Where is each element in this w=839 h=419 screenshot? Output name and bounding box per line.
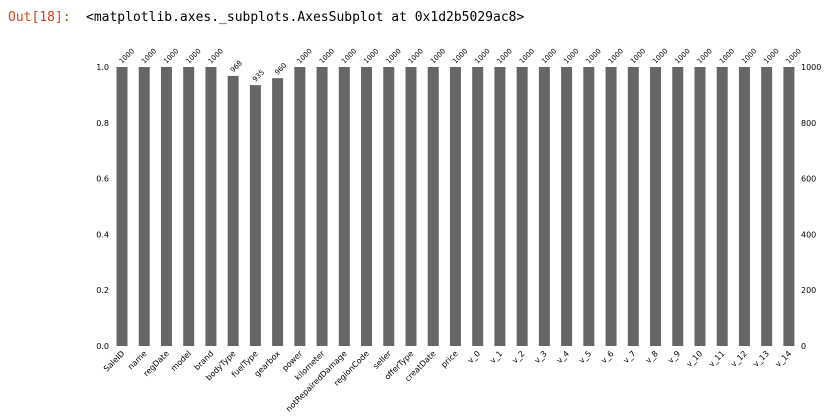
category-label: v_3 — [533, 349, 549, 365]
bar — [738, 67, 750, 346]
y-tick-right: 600 — [801, 175, 816, 184]
count-label: 1000 — [740, 47, 758, 65]
category-label: model — [169, 349, 193, 373]
bar — [716, 67, 728, 346]
count-label: 1000 — [496, 47, 514, 65]
bar — [138, 67, 150, 346]
category-label: v_6 — [599, 349, 615, 365]
bar — [249, 85, 261, 346]
bar — [183, 67, 195, 346]
bar — [516, 67, 528, 346]
category-label: v_12 — [729, 349, 749, 369]
y-tick-left: 0.4 — [96, 230, 109, 239]
y-tick-right: 400 — [801, 230, 816, 239]
count-label: 1000 — [762, 47, 780, 65]
y-tick-left: 1.0 — [96, 63, 109, 72]
category-label: v_0 — [466, 349, 482, 365]
bar — [272, 78, 284, 346]
y-tick-left: 0.2 — [96, 286, 109, 295]
y-tick-left: 0.8 — [96, 119, 109, 128]
count-label: 1000 — [184, 47, 202, 65]
count-label: 1000 — [473, 47, 491, 65]
category-label: v_10 — [685, 349, 705, 369]
bar — [449, 67, 461, 346]
output-cell: Out[18]: <matplotlib.axes._subplots.Axes… — [8, 6, 524, 28]
count-label: 1000 — [540, 47, 558, 65]
count-label: 960 — [273, 61, 288, 76]
bar — [361, 67, 373, 346]
count-label: 1000 — [696, 47, 714, 65]
y-tick-right: 1000 — [801, 63, 821, 72]
bar — [627, 67, 639, 346]
bar — [316, 67, 328, 346]
category-label: SaleID — [102, 349, 127, 374]
category-label: v_7 — [622, 349, 638, 365]
bar — [561, 67, 573, 346]
y-tick-left: 0.6 — [96, 175, 109, 184]
y-tick-right: 800 — [801, 119, 816, 128]
count-label: 1000 — [318, 47, 336, 65]
y-tick-right: 0 — [801, 342, 806, 351]
count-label: 1000 — [607, 47, 625, 65]
count-label: 1000 — [629, 47, 647, 65]
count-label: 1000 — [562, 47, 580, 65]
count-label: 1000 — [451, 47, 469, 65]
bar — [160, 67, 172, 346]
bar — [338, 67, 350, 346]
category-label: v_2 — [510, 349, 526, 365]
bar — [383, 67, 395, 346]
bar — [605, 67, 617, 346]
category-label: v_14 — [774, 349, 794, 369]
y-tick-left: 0.0 — [96, 342, 109, 351]
category-label: v_13 — [751, 349, 771, 369]
count-label: 1000 — [429, 47, 447, 65]
count-label: 1000 — [385, 47, 403, 65]
bar — [494, 67, 506, 346]
bar — [650, 67, 662, 346]
count-label: 1000 — [651, 47, 669, 65]
bar — [761, 67, 773, 346]
count-label: 1000 — [207, 47, 225, 65]
count-label: 935 — [251, 68, 266, 83]
count-label: 968 — [229, 59, 244, 74]
output-text: <matplotlib.axes._subplots.AxesSubplot a… — [86, 9, 525, 25]
category-label: v_11 — [707, 349, 727, 369]
count-label: 1000 — [296, 47, 314, 65]
y-tick-right: 200 — [801, 286, 816, 295]
category-label: v_5 — [577, 349, 593, 365]
category-label: v_1 — [488, 349, 504, 365]
count-label: 1000 — [162, 47, 180, 65]
count-label: 1000 — [362, 47, 380, 65]
category-label: v_9 — [666, 349, 682, 365]
count-label: 1000 — [340, 47, 358, 65]
count-label: 1000 — [674, 47, 692, 65]
bar — [672, 67, 684, 346]
count-label: 1000 — [585, 47, 603, 65]
output-prompt: Out[18]: — [8, 9, 71, 25]
bar — [294, 67, 306, 346]
bar — [227, 75, 239, 346]
category-label: v_4 — [555, 349, 571, 365]
bar — [405, 67, 417, 346]
category-label: v_8 — [644, 349, 660, 365]
category-label: price — [439, 349, 459, 369]
bar — [205, 67, 217, 346]
bar — [538, 67, 550, 346]
bar — [116, 67, 128, 346]
count-label: 1000 — [140, 47, 158, 65]
bar — [694, 67, 706, 346]
count-label: 1000 — [118, 47, 136, 65]
count-label: 1000 — [718, 47, 736, 65]
bar — [472, 67, 484, 346]
bar — [427, 67, 439, 346]
count-label: 1000 — [407, 47, 425, 65]
bar — [783, 67, 795, 346]
bar — [583, 67, 595, 346]
count-label: 1000 — [518, 47, 536, 65]
